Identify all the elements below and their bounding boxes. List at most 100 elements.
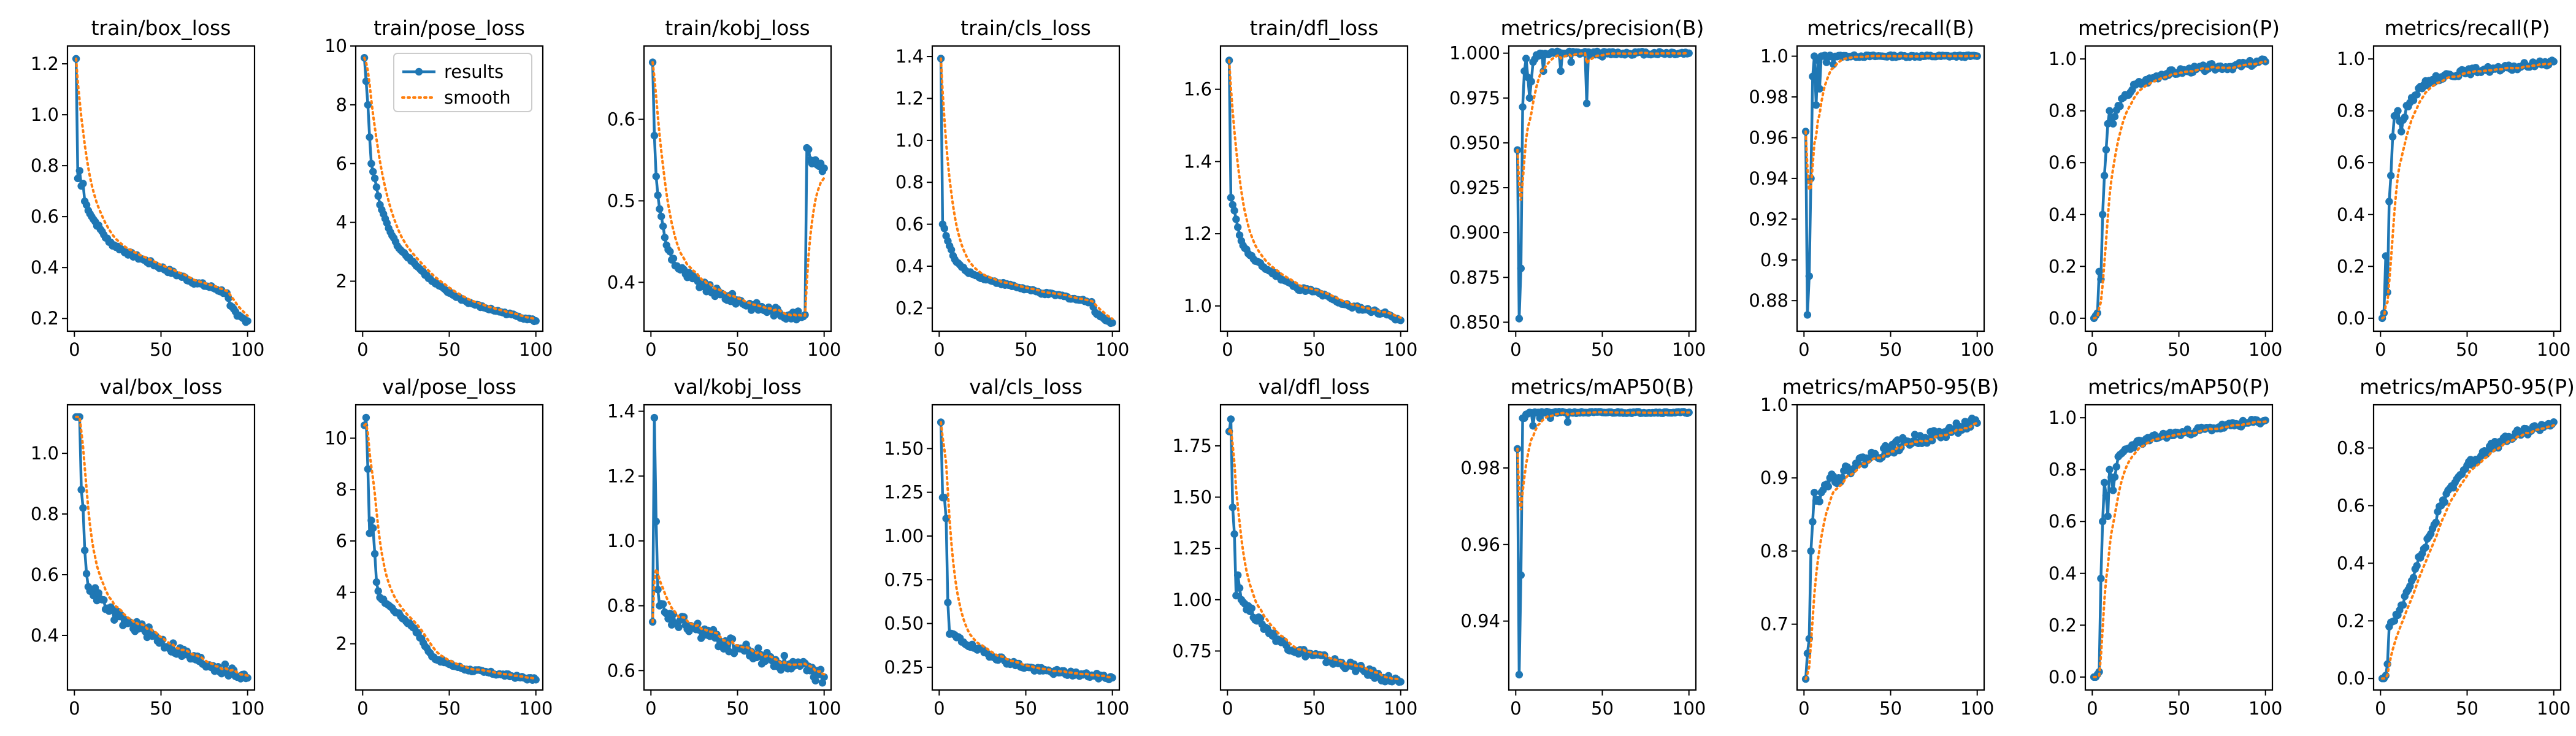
results-point <box>2409 573 2418 581</box>
results-point <box>1517 571 1525 579</box>
results-point <box>372 578 381 586</box>
x-tick-label: 50 <box>1879 339 1902 360</box>
y-tick-label: 0.2 <box>2337 610 2365 631</box>
smooth-line <box>1516 410 1690 511</box>
results-point <box>1230 207 1238 215</box>
y-tick-label: 1.2 <box>895 88 924 109</box>
results-point <box>650 131 659 140</box>
results-point <box>1515 315 1524 323</box>
x-tick-label: 100 <box>2537 698 2570 719</box>
results-point <box>82 570 91 578</box>
results-point <box>654 586 662 594</box>
results-point <box>1235 231 1244 239</box>
smooth-line <box>2093 420 2267 678</box>
results-point <box>1824 483 1832 491</box>
x-tick-label: 0 <box>933 698 945 719</box>
x-tick-label: 50 <box>1303 698 1325 719</box>
subplot-13: val/dfl_loss 0.75 1.00 1.25 1.50 1.75 0 50 100 <box>1172 375 1417 719</box>
results-point <box>675 623 683 631</box>
x-tick-label: 50 <box>1591 339 1614 360</box>
results-point <box>2106 107 2114 115</box>
x-tick-label: 0 <box>1222 339 1233 360</box>
results-point <box>1529 422 1537 430</box>
x-tick-label: 50 <box>438 339 461 360</box>
results-point <box>1812 101 1820 109</box>
y-tick-label: 1.25 <box>884 482 924 503</box>
y-tick-label: 0.0 <box>2049 308 2077 329</box>
y-tick-label: 0.4 <box>607 272 635 293</box>
x-tick-label: 100 <box>2248 339 2282 360</box>
subplot-9: val/box_loss 0.4 0.6 0.8 1.0 0 50 100 <box>31 375 265 719</box>
results-point <box>1397 678 1405 686</box>
x-tick-label: 0 <box>1798 339 1809 360</box>
subplot-title: val/dfl_loss <box>1258 375 1370 399</box>
y-tick-label: 0.8 <box>2337 437 2365 458</box>
results-point <box>811 677 819 685</box>
results-point <box>369 524 377 532</box>
y-tick-label: 1.2 <box>31 53 59 74</box>
x-tick-label: 100 <box>2248 698 2282 719</box>
axes-frame <box>1508 45 1697 332</box>
results-point <box>370 174 379 182</box>
results-point <box>94 589 102 597</box>
y-tick-label: 1.50 <box>1172 487 1212 508</box>
results-point <box>2102 491 2110 500</box>
results-point <box>2413 91 2421 99</box>
axes-frame <box>643 45 832 332</box>
results-point <box>652 518 661 526</box>
subplot-title: val/cls_loss <box>969 375 1083 399</box>
y-tick-label: 0.0 <box>2049 667 2077 688</box>
y-tick-label: 0.5 <box>607 190 635 211</box>
results-line <box>939 58 1113 325</box>
results-point <box>2097 575 2105 583</box>
results-point <box>1232 591 1240 600</box>
results-point <box>1397 316 1405 324</box>
x-tick-label: 50 <box>1014 339 1037 360</box>
y-tick-label: 0.9 <box>1760 467 1788 488</box>
results-point <box>805 145 813 153</box>
smooth-line <box>651 564 826 676</box>
results-point <box>656 205 664 213</box>
x-tick-label: 50 <box>1879 698 1902 719</box>
y-tick-label: 0.2 <box>2337 256 2365 277</box>
results-point <box>1582 99 1591 107</box>
y-tick-label: 0.850 <box>1449 312 1500 332</box>
y-tick-label: 0.6 <box>2049 511 2077 532</box>
y-tick-label: 0.4 <box>895 256 924 277</box>
y-tick-label: 0.9 <box>1760 250 1788 270</box>
y-tick-label: 1.0 <box>2049 48 2077 69</box>
x-tick-label: 0 <box>1798 698 1809 719</box>
results-point <box>2401 113 2409 121</box>
results-point <box>1815 85 1823 93</box>
x-tick-label: 50 <box>150 339 172 360</box>
y-tick-label: 0.98 <box>1749 86 1788 107</box>
subplot-title: val/pose_loss <box>382 375 516 399</box>
x-tick-label: 0 <box>1510 339 1521 360</box>
x-tick-label: 100 <box>519 698 553 719</box>
results-point <box>2100 172 2109 180</box>
y-tick-label: 0.4 <box>2337 553 2365 573</box>
y-tick-label: 0.875 <box>1449 267 1500 288</box>
x-tick-label: 100 <box>231 698 264 719</box>
subplot-title: metrics/recall(P) <box>2384 16 2550 40</box>
results-point <box>1807 547 1815 555</box>
results-point <box>2099 210 2107 218</box>
x-tick-label: 0 <box>357 339 368 360</box>
results-point <box>374 192 382 200</box>
results-point <box>2110 473 2119 481</box>
axes-frame <box>66 45 256 332</box>
y-tick-label: 1.0 <box>1760 46 1788 67</box>
results-point <box>366 133 374 141</box>
results-point <box>100 596 108 604</box>
y-tick-label: 0.4 <box>2049 204 2077 225</box>
subplot-17: metrics/mAP50-95(P) 0.0 0.2 0.4 0.6 0.8 0 50 100 <box>2337 375 2575 719</box>
results-point <box>940 224 949 232</box>
results-point <box>944 599 952 607</box>
results-point <box>659 222 667 231</box>
y-tick-label: 2 <box>336 271 347 292</box>
results-point <box>2550 418 2558 426</box>
y-tick-label: 1.0 <box>31 443 59 464</box>
y-tick-label: 1.75 <box>1172 435 1212 456</box>
results-point <box>2104 120 2112 128</box>
